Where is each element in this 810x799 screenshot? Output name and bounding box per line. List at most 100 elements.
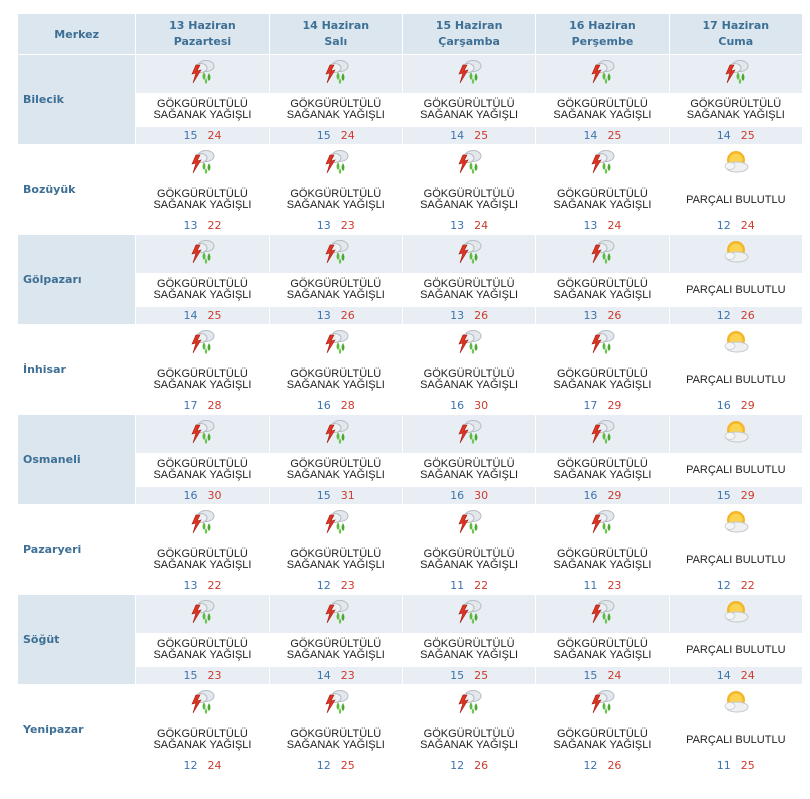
max-temperature: 26 xyxy=(474,309,489,322)
temperature-cell: 11 23 xyxy=(535,576,670,595)
weather-description-cell: PARÇALI BULUTLU xyxy=(668,723,804,757)
weather-icon-cell xyxy=(401,414,537,454)
city-name[interactable]: İnhisar xyxy=(16,324,137,415)
weather-description: GÖKGÜRÜLTÜLÜ SAĞANAK YAĞIŞLI xyxy=(286,548,385,571)
min-temperature: 16 xyxy=(450,489,465,502)
weather-description-cell: GÖKGÜRÜLTÜLÜ SAĞANAK YAĞIŞLI xyxy=(268,543,403,577)
max-temperature: 29 xyxy=(740,489,755,502)
city-name[interactable]: Bilecik xyxy=(16,54,137,145)
weather-icon-cell xyxy=(401,504,537,544)
temperature-cell: 16 30 xyxy=(401,396,537,415)
weather-description: PARÇALI BULUTLU xyxy=(686,733,786,746)
weather-icon-cell xyxy=(668,144,804,184)
max-temperature: 30 xyxy=(474,399,489,412)
weather-description-cell: GÖKGÜRÜLTÜLÜ SAĞANAK YAĞIŞLI xyxy=(135,723,270,757)
thunderstorm-rain-icon xyxy=(587,417,617,447)
weather-icon-cell xyxy=(135,594,270,634)
city-name[interactable]: Bozüyük xyxy=(16,144,137,235)
max-temperature: 31 xyxy=(340,489,355,502)
temperature-cell: 13 26 xyxy=(401,306,537,325)
weather-description: GÖKGÜRÜLTÜLÜ SAĞANAK YAĞIŞLI xyxy=(420,278,519,301)
min-temperature: 15 xyxy=(450,669,465,682)
min-temperature: 12 xyxy=(716,579,731,592)
weather-description: PARÇALI BULUTLU xyxy=(686,643,786,656)
header-date: 15 Haziran xyxy=(435,19,503,32)
weather-description-cell: GÖKGÜRÜLTÜLÜ SAĞANAK YAĞIŞLI xyxy=(135,633,270,667)
header-day-5: 17 Haziran Cuma xyxy=(668,13,804,55)
header-day-1: 13 Haziran Pazartesi xyxy=(135,13,270,55)
weather-description-cell: GÖKGÜRÜLTÜLÜ SAĞANAK YAĞIŞLI xyxy=(535,273,670,307)
city-name[interactable]: Söğüt xyxy=(16,594,137,685)
min-temperature: 11 xyxy=(450,579,465,592)
city-name[interactable]: Pazaryeri xyxy=(16,504,137,595)
header-day-2: 14 Haziran Salı xyxy=(268,13,403,55)
max-temperature: 22 xyxy=(474,579,489,592)
thunderstorm-rain-icon xyxy=(587,507,617,537)
thunderstorm-rain-icon xyxy=(187,507,217,537)
weather-description-cell: PARÇALI BULUTLU xyxy=(668,363,804,397)
thunderstorm-rain-icon xyxy=(187,57,217,87)
header-date: 17 Haziran xyxy=(702,19,770,32)
weather-description: GÖKGÜRÜLTÜLÜ SAĞANAK YAĞIŞLI xyxy=(553,368,652,391)
weather-description-cell: GÖKGÜRÜLTÜLÜ SAĞANAK YAĞIŞLI xyxy=(268,273,403,307)
temperature-cell: 12 23 xyxy=(268,576,403,595)
weather-icon-cell xyxy=(535,234,670,274)
thunderstorm-rain-icon xyxy=(454,687,484,717)
city-name[interactable]: Osmaneli xyxy=(16,414,137,505)
max-temperature: 28 xyxy=(207,399,222,412)
weather-description: GÖKGÜRÜLTÜLÜ SAĞANAK YAĞIŞLI xyxy=(153,278,252,301)
header-weekday: Cuma xyxy=(718,35,754,48)
min-temperature: 13 xyxy=(583,309,598,322)
weather-icon-cell xyxy=(535,504,670,544)
weather-icon-cell xyxy=(401,594,537,634)
weather-icon-cell xyxy=(535,414,670,454)
forecast-row-icons: Bilecik xyxy=(16,54,804,145)
min-temperature: 16 xyxy=(583,489,598,502)
weather-description-cell: GÖKGÜRÜLTÜLÜ SAĞANAK YAĞIŞLI xyxy=(401,183,537,217)
max-temperature: 23 xyxy=(607,579,622,592)
thunderstorm-rain-icon xyxy=(587,597,617,627)
partly-cloudy-icon xyxy=(721,327,751,357)
thunderstorm-rain-icon xyxy=(321,597,351,627)
weather-description: PARÇALI BULUTLU xyxy=(686,463,786,476)
forecast-row-icons: Osmaneli xyxy=(16,414,804,505)
max-temperature: 22 xyxy=(740,579,755,592)
weather-description: GÖKGÜRÜLTÜLÜ SAĞANAK YAĞIŞLI xyxy=(286,368,385,391)
temperature-cell: 11 25 xyxy=(668,756,804,775)
temperature-cell: 14 25 xyxy=(401,126,537,145)
temperature-cell: 15 29 xyxy=(668,486,804,505)
forecast-table: Merkez 13 Haziran Pazartesi 14 Haziran Sal… xyxy=(16,13,804,775)
weather-description-cell: GÖKGÜRÜLTÜLÜ SAĞANAK YAĞIŞLI xyxy=(268,453,403,487)
min-temperature: 16 xyxy=(716,399,731,412)
forecast-body: Bilecik GÖKGÜRÜLTÜLÜ SAĞANAK YAĞIŞLI GÖKGÜ… xyxy=(16,54,804,775)
weather-description-cell: GÖKGÜRÜLTÜLÜ SAĞANAK YAĞIŞLI xyxy=(135,183,270,217)
header-date: 13 Haziran xyxy=(169,19,236,32)
weather-icon-cell xyxy=(135,54,270,94)
max-temperature: 24 xyxy=(740,219,755,232)
weather-description-cell: GÖKGÜRÜLTÜLÜ SAĞANAK YAĞIŞLI xyxy=(535,543,670,577)
min-temperature: 11 xyxy=(583,579,598,592)
min-temperature: 16 xyxy=(450,399,465,412)
weather-icon-cell xyxy=(135,504,270,544)
temperature-cell: 14 25 xyxy=(535,126,670,145)
city-name[interactable]: Gölpazarı xyxy=(16,234,137,325)
thunderstorm-rain-icon xyxy=(321,417,351,447)
max-temperature: 25 xyxy=(207,309,222,322)
min-temperature: 12 xyxy=(583,759,598,772)
weather-description: GÖKGÜRÜLTÜLÜ SAĞANAK YAĞIŞLI xyxy=(553,638,652,661)
max-temperature: 22 xyxy=(207,219,222,232)
temperature-cell: 15 24 xyxy=(535,666,670,685)
weather-icon-cell xyxy=(668,324,804,364)
max-temperature: 24 xyxy=(607,219,622,232)
city-name[interactable]: Yenipazar xyxy=(16,684,137,775)
weather-description: PARÇALI BULUTLU xyxy=(686,373,786,386)
weather-description: GÖKGÜRÜLTÜLÜ SAĞANAK YAĞIŞLI xyxy=(420,368,519,391)
weather-description-cell: GÖKGÜRÜLTÜLÜ SAĞANAK YAĞIŞLI xyxy=(535,183,670,217)
temperature-cell: 13 22 xyxy=(135,216,270,235)
forecast-row-descriptions: GÖKGÜRÜLTÜLÜ SAĞANAK YAĞIŞLI GÖKGÜRÜLTÜLÜ… xyxy=(18,273,804,307)
temperature-cell: 13 23 xyxy=(268,216,403,235)
weather-icon-cell xyxy=(401,234,537,274)
weather-description-cell: GÖKGÜRÜLTÜLÜ SAĞANAK YAĞIŞLI xyxy=(535,363,670,397)
min-temperature: 14 xyxy=(183,309,198,322)
